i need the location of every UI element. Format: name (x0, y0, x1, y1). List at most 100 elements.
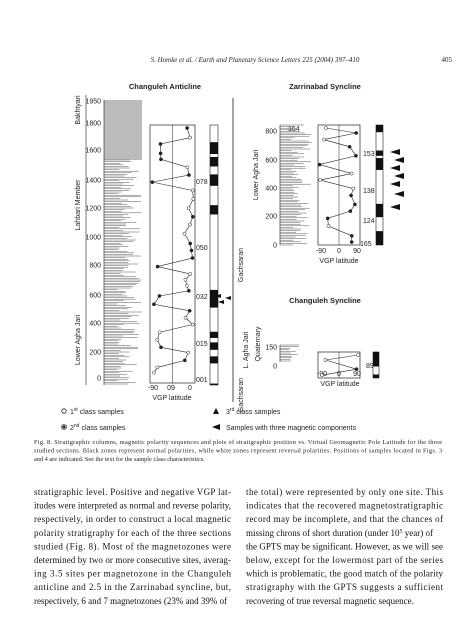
polarity-zone (210, 142, 218, 155)
y-tick-label: 150 (265, 345, 277, 352)
y-tick-label: 1200 (85, 206, 101, 213)
body-line: the GPTS may be significant. However, as… (246, 541, 443, 551)
vgp-sample (190, 322, 195, 327)
y-tick-label: 1600 (85, 148, 101, 155)
y-tick-label: 200 (265, 214, 277, 221)
vgp-sample (354, 367, 359, 372)
legend-symbol (61, 424, 67, 430)
legend-symbol (212, 424, 220, 430)
vgp-sample (354, 153, 358, 158)
sample-label: 138 (363, 188, 375, 195)
sample-flag (390, 204, 400, 210)
legend-label: Samples with three magnetic components (226, 425, 356, 432)
vgp-sample (186, 288, 191, 293)
x-tick-label: 90 (353, 371, 361, 378)
caption-line: Fig. 8. Stratigraphic columns, magnetic … (34, 439, 442, 446)
caption-line: and 4 are indicated. See the text for th… (34, 456, 205, 463)
x-axis-label: VGP latitude (152, 395, 191, 402)
vgp-sample (155, 365, 160, 370)
legend-text: class samples (81, 425, 125, 432)
vgp-sample (157, 330, 162, 335)
vgp-sample (356, 353, 361, 357)
vgp-sample (185, 126, 189, 130)
body-line: determined by two or more consecutive si… (34, 555, 231, 565)
legend-label: 3rd class samples (226, 407, 281, 416)
y-tick-label: 1800 (85, 121, 101, 128)
vgp-sample (188, 222, 192, 227)
vgp-curve (321, 354, 359, 376)
sample-label: 015 (196, 341, 208, 348)
vgp-sample (152, 302, 156, 307)
vgp-curve (152, 127, 194, 373)
vgp-sample (157, 294, 162, 298)
vgp-sample (188, 272, 193, 276)
sample-flag (394, 157, 404, 163)
vgp-sample (186, 206, 191, 211)
body-line: respectively, in order to construct a lo… (34, 514, 231, 524)
vgp-sample (320, 373, 324, 378)
sample-flag (394, 173, 404, 179)
polarity-zone (376, 203, 383, 218)
body-line: studied (Fig. 8). Most of the magnetozon… (34, 541, 231, 551)
body-line: missing chrons of short duration (under … (246, 528, 433, 538)
sample-flag (218, 300, 224, 304)
polarity-zone (376, 158, 383, 170)
y-tick-label: 0 (97, 376, 101, 383)
sample-flag (390, 149, 400, 155)
sample-label: 896 (366, 363, 378, 370)
sample-flag (394, 191, 404, 197)
vgp-sample (323, 358, 328, 362)
legend-symbol (61, 408, 67, 414)
legend-suffix: rd (230, 407, 235, 413)
vgp-sample (186, 350, 191, 355)
vgp-sample (188, 241, 193, 246)
polarity-zone (210, 356, 218, 364)
unit-label: Gachsaran (238, 248, 245, 282)
unit-label: Lower Agha Jari (253, 149, 260, 200)
sample-flag (215, 294, 221, 298)
body-line: ing 3.5 sites per magnetozone in the Cha… (34, 569, 231, 579)
vgp-sample (152, 370, 156, 375)
superscript: 5 (399, 529, 402, 535)
body-line: record may be incomplete, and that the c… (246, 514, 443, 524)
polarity-zone (373, 352, 379, 367)
legend-label: 2nd class samples (70, 423, 126, 432)
vgp-sample (189, 248, 194, 253)
body-line: below, except for the lowermost part of … (246, 555, 443, 565)
polarity-zone (376, 125, 383, 133)
vgp-sample (183, 277, 188, 282)
legend-symbol (213, 408, 219, 414)
panel-title: Zarrinabad Syncline (289, 82, 361, 91)
x-tick-label: 09 (167, 385, 175, 392)
vgp-sample (188, 135, 192, 140)
vgp-sample (351, 186, 356, 191)
x-axis-label: VGP latitude (319, 258, 358, 265)
vgp-sample (187, 308, 192, 313)
x-tick-label: 90 (353, 248, 361, 255)
figure: 1st class samples 2nd class samples 3rd cla… (61, 82, 404, 432)
panel-title: Changuleh Anticline (129, 82, 201, 91)
x-tick-label: 0 (337, 248, 341, 255)
y-tick-label: 1950 (85, 99, 101, 106)
body-line: indicates that the recovered magnetostra… (246, 501, 443, 511)
y-tick-label: 200 (89, 350, 101, 357)
vgp-sample (158, 142, 163, 146)
y-tick-label: 600 (265, 158, 277, 165)
polarity-zone (376, 150, 383, 156)
vgp-sample (324, 126, 328, 130)
unit-label: Lahbari Member (75, 179, 82, 231)
legend-symbol (62, 425, 66, 429)
vgp-sample (349, 193, 353, 198)
body-line: the total) were represented by only one … (246, 487, 443, 497)
unit-label: Gachsaran (238, 378, 245, 412)
polarity-zone (210, 342, 218, 350)
polarity-zone (210, 383, 218, 385)
vgp-curve (318, 127, 357, 243)
y-tick-label: 400 (265, 186, 277, 193)
y-tick-label: 400 (89, 321, 101, 328)
vgp-sample (183, 315, 188, 320)
legend-text: class samples (236, 409, 280, 416)
vgp-sample (190, 256, 195, 260)
polarity-zone (373, 374, 379, 378)
